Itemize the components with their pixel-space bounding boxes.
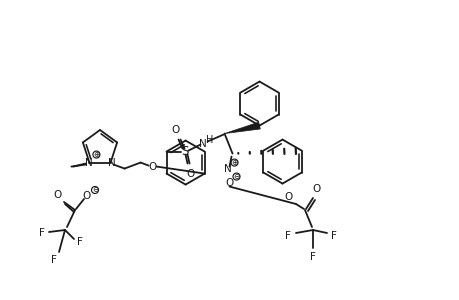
Text: ⊕: ⊕ <box>93 150 100 159</box>
Text: N: N <box>223 164 231 174</box>
Polygon shape <box>224 122 260 134</box>
Text: ⊕: ⊕ <box>231 158 237 167</box>
Text: O: O <box>83 191 91 201</box>
Text: F: F <box>285 231 290 241</box>
Text: N: N <box>107 158 115 168</box>
Text: H: H <box>205 135 213 145</box>
Text: O: O <box>225 178 233 188</box>
Text: F: F <box>39 228 45 238</box>
Text: ⊖: ⊖ <box>233 172 239 181</box>
Text: O: O <box>148 162 157 172</box>
Text: F: F <box>330 231 336 241</box>
Text: O: O <box>171 124 179 135</box>
Text: F: F <box>77 237 83 247</box>
Text: N: N <box>84 158 92 168</box>
Text: O: O <box>312 184 320 194</box>
Text: O: O <box>284 192 292 202</box>
Text: O: O <box>186 169 194 178</box>
Text: ⊖: ⊖ <box>92 185 98 194</box>
Text: O: O <box>54 190 62 200</box>
Text: S: S <box>180 145 188 158</box>
Text: N: N <box>198 139 206 148</box>
Text: F: F <box>51 255 57 265</box>
Text: F: F <box>309 252 315 262</box>
